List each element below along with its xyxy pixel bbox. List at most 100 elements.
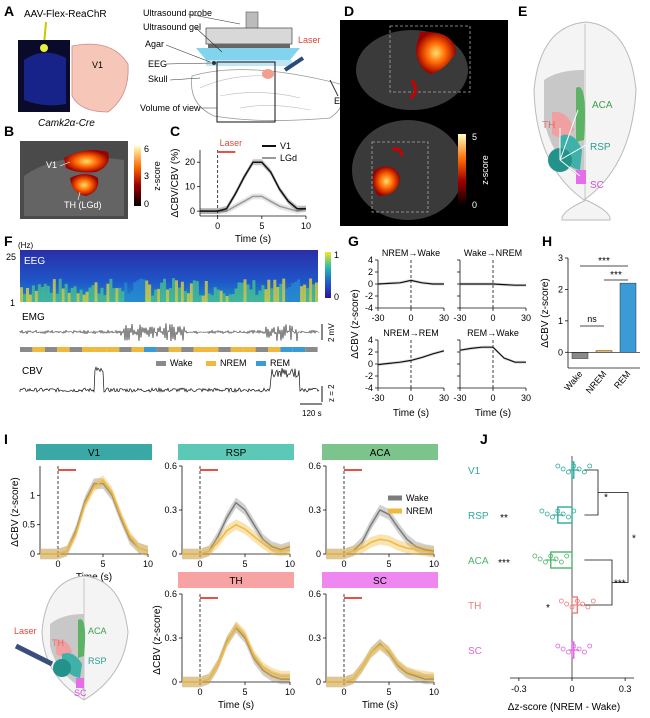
i-xlabel: Time (s) — [362, 700, 398, 711]
f-emg-scale: 2 mV — [327, 323, 336, 342]
eeg-band — [55, 293, 59, 302]
g-line-1 — [460, 283, 526, 286]
eeg-band — [157, 288, 161, 302]
c-x-tick-label: 5 — [259, 221, 264, 231]
hypnogram-segment-wake — [44, 347, 58, 352]
i4-y-tick-label: 0 — [316, 677, 321, 687]
hypnogram-segment-wake — [181, 347, 194, 352]
eeg-band — [303, 284, 307, 302]
f-colorbar — [325, 252, 331, 298]
eeg-band — [121, 291, 125, 302]
eeg-band — [285, 288, 289, 302]
hypnogram-segment-nrem — [94, 347, 107, 352]
j-point-V1 — [576, 466, 582, 472]
i4-x-tick-label: 10 — [429, 687, 439, 697]
hypnogram-segment-wake — [305, 347, 318, 352]
j-point-RSP — [566, 514, 571, 520]
f-cbar-tick-top: 1 — [334, 250, 339, 260]
i-nrem-band — [326, 534, 434, 560]
eeg-band — [115, 288, 119, 302]
eeg-band — [186, 293, 190, 302]
b-lgd-activation — [70, 174, 99, 196]
eeg-band — [312, 284, 315, 302]
i-title-RSP: RSP — [226, 448, 247, 459]
i4-x-tick-label: 0 — [341, 687, 346, 697]
i-rsp-region — [62, 653, 82, 678]
j-point-ACA — [564, 553, 570, 559]
eeg-band — [70, 288, 74, 302]
eeg-band — [216, 289, 220, 302]
panel-f-letter: F — [4, 233, 13, 249]
eeg-band — [255, 294, 259, 302]
e-label-v1: V1 — [541, 170, 554, 181]
i1-x-tick-label: 10 — [285, 559, 295, 569]
eeg-band — [267, 279, 271, 302]
hypnogram-segment-nrem — [168, 347, 182, 352]
panel-b-letter: B — [4, 123, 14, 139]
eeg-band — [26, 288, 29, 302]
i-title-ACA: ACA — [370, 448, 391, 459]
c-y-tick-label: 0 — [190, 206, 195, 216]
j-point-V1 — [566, 469, 571, 475]
skull-label: Skull — [148, 74, 168, 84]
e-sc-region — [576, 170, 586, 184]
j-category-TH: TH — [468, 601, 481, 612]
i1-y-tick-label: 0.6 — [164, 461, 177, 471]
g-line-2 — [377, 350, 445, 366]
eeg-band — [219, 290, 223, 302]
eeg-band — [249, 289, 253, 302]
eeg-band — [291, 283, 295, 302]
c-legend-label-V1: V1 — [280, 141, 291, 151]
i2-y-tick-label: 0.3 — [308, 505, 321, 515]
j-point-TH — [585, 604, 591, 610]
eeg-leader — [165, 62, 213, 65]
probe-leader — [187, 13, 241, 25]
j-between-sig-1: * — [604, 493, 608, 504]
hypnogram-segment-wake — [255, 347, 268, 352]
i-title-bar-ACA — [322, 444, 438, 460]
hypnogram-segment-nrem — [193, 347, 206, 352]
eeg-band — [85, 291, 89, 302]
g0-y-tick-label: 4 — [368, 255, 373, 265]
i-xlabel: Time (s) — [218, 700, 254, 711]
i-nrem-band — [182, 621, 290, 688]
volume-label: Volume of view — [140, 103, 201, 113]
d-horizontal-activation — [372, 166, 400, 196]
eeg-band — [148, 284, 152, 302]
j-point-SC — [555, 643, 561, 649]
g0-x-tick-label: 30 — [439, 313, 449, 323]
g2-x-tick-label: 30 — [439, 393, 449, 403]
eeg-band — [23, 293, 26, 302]
panel-d-letter: D — [344, 3, 354, 19]
i0-x-tick-label: 5 — [100, 559, 105, 569]
hypnogram-segment-wake — [69, 347, 82, 352]
panel-c-letter: C — [170, 123, 180, 139]
j-point-TH — [569, 604, 575, 610]
eeg-band — [31, 285, 35, 302]
emg-wire — [329, 79, 339, 97]
e-aca-region — [576, 87, 585, 142]
eeg-band — [37, 284, 41, 302]
eeg-band — [222, 293, 226, 302]
b-lgd-leader — [77, 191, 81, 201]
eeg-band — [189, 283, 193, 302]
eeg-band — [160, 282, 164, 302]
j-point-SC — [560, 646, 566, 652]
eeg-band — [207, 293, 211, 302]
b-label-lgd: TH (LGd) — [64, 200, 102, 210]
g2-x-tick-label: -30 — [371, 393, 384, 403]
eeg-band — [97, 293, 101, 302]
eeg-band — [273, 279, 277, 302]
eeg-band — [106, 283, 110, 302]
d-sagittal-roi — [389, 25, 471, 93]
eeg-band — [118, 287, 122, 302]
laser-label: Laser — [298, 35, 321, 45]
g-line-3 — [459, 346, 526, 363]
i3-x-tick-label: 5 — [242, 687, 247, 697]
eeg-band — [258, 290, 262, 302]
hypnogram-segment-nrem — [131, 347, 144, 352]
gel-leader — [195, 27, 223, 53]
eeg-band — [210, 295, 214, 302]
j-point-ACA — [548, 553, 554, 559]
